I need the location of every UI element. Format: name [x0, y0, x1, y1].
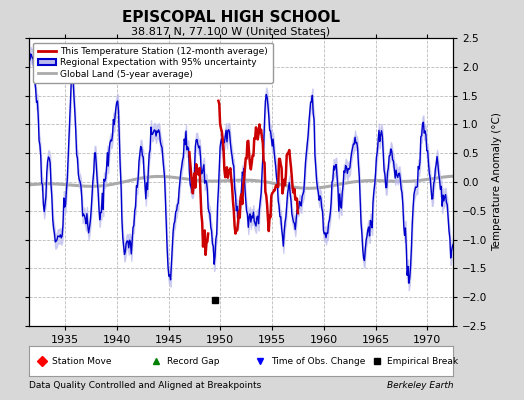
Text: Berkeley Earth: Berkeley Earth — [387, 381, 453, 390]
Text: Time of Obs. Change: Time of Obs. Change — [271, 356, 365, 366]
Text: Station Move: Station Move — [52, 356, 112, 366]
Y-axis label: Temperature Anomaly (°C): Temperature Anomaly (°C) — [492, 112, 502, 252]
Text: EPISCOPAL HIGH SCHOOL: EPISCOPAL HIGH SCHOOL — [122, 10, 340, 25]
Text: 38.817 N, 77.100 W (United States): 38.817 N, 77.100 W (United States) — [131, 26, 330, 36]
Text: Data Quality Controlled and Aligned at Breakpoints: Data Quality Controlled and Aligned at B… — [29, 381, 261, 390]
Text: Empirical Break: Empirical Break — [387, 356, 458, 366]
Legend: This Temperature Station (12-month average), Regional Expectation with 95% uncer: This Temperature Station (12-month avera… — [34, 42, 272, 83]
Text: Record Gap: Record Gap — [167, 356, 219, 366]
